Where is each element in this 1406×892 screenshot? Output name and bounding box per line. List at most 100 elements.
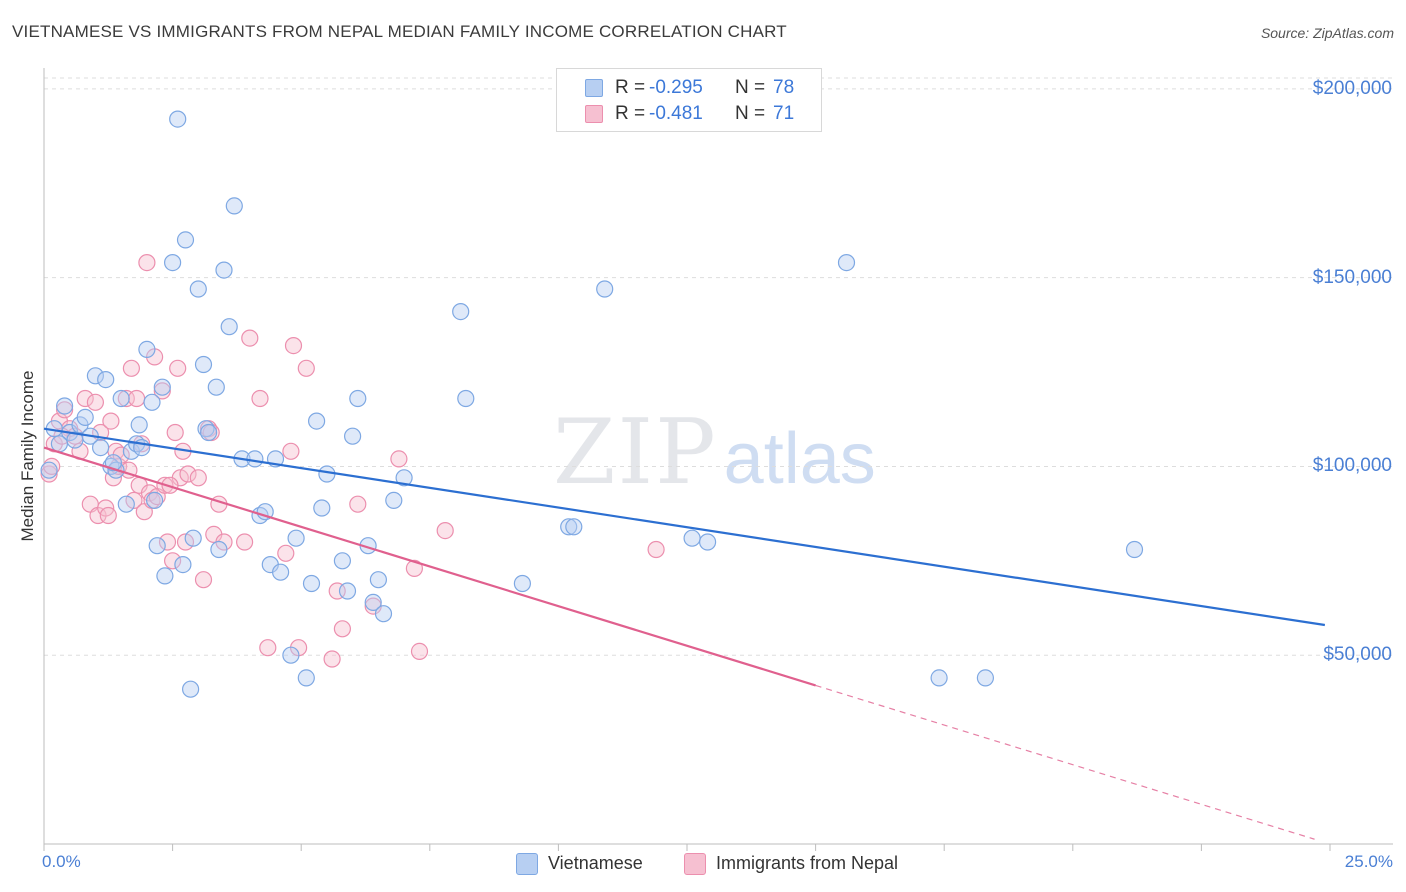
point-vietnamese — [40, 461, 58, 479]
stats-r-value: -0.481 — [649, 103, 703, 124]
y-tick-label: $150,000 — [1312, 266, 1392, 288]
point-nepal — [436, 521, 454, 540]
point-vietnamese — [452, 303, 470, 321]
point-vietnamese — [156, 567, 174, 585]
point-nepal — [76, 389, 94, 408]
point-vietnamese — [130, 416, 148, 434]
point-nepal — [410, 642, 429, 661]
point-nepal — [284, 337, 303, 355]
y-tick-label: $200,000 — [1312, 77, 1392, 99]
point-nepal — [153, 382, 171, 400]
legend: Vietnamese Immigrants from Nepal — [0, 852, 1406, 878]
grid-lines — [44, 77, 1393, 656]
point-nepal — [166, 423, 184, 442]
point-nepal — [86, 393, 105, 411]
point-nepal — [164, 552, 182, 570]
point-vietnamese — [344, 427, 362, 445]
point-vietnamese — [333, 552, 351, 570]
point-vietnamese — [683, 529, 701, 547]
point-vietnamese — [364, 593, 382, 612]
point-vietnamese — [174, 555, 192, 574]
point-vietnamese — [385, 491, 403, 509]
point-vietnamese — [930, 669, 948, 687]
point-vietnamese — [146, 491, 164, 509]
stats-n-label: N = — [735, 77, 766, 98]
point-nepal — [282, 442, 300, 460]
point-vietnamese — [189, 280, 207, 298]
point-vietnamese — [338, 582, 357, 600]
point-vietnamese — [138, 340, 156, 358]
trend-line-vietnamese — [43, 427, 1326, 627]
point-vietnamese — [184, 529, 202, 547]
x-tick-label-max: 25.0% — [1344, 852, 1393, 871]
point-vietnamese — [143, 393, 161, 411]
stats-n-value: 71 — [773, 103, 795, 124]
point-vietnamese — [50, 435, 69, 453]
point-vietnamese — [97, 371, 115, 389]
point-vietnamese — [457, 389, 475, 408]
point-vietnamese — [560, 518, 578, 536]
point-vietnamese — [256, 503, 274, 521]
point-nepal — [189, 469, 207, 487]
stats-n-label: N = — [735, 103, 766, 124]
legend-swatch-blue — [516, 853, 538, 875]
point-vietnamese — [1125, 540, 1144, 559]
point-nepal — [277, 544, 295, 562]
point-vietnamese — [596, 280, 614, 298]
point-vietnamese — [287, 529, 305, 547]
stats-swatch-pink — [585, 105, 603, 123]
point-vietnamese — [837, 254, 856, 272]
point-nepal — [179, 465, 197, 483]
point-vietnamese — [182, 680, 200, 698]
point-vietnamese — [308, 412, 326, 430]
point-nepal — [122, 359, 140, 377]
legend-label: Immigrants from Nepal — [716, 853, 899, 873]
trend-lines — [43, 427, 1326, 840]
point-vietnamese — [297, 669, 315, 687]
chart-source: Source: ZipAtlas.com — [1260, 25, 1394, 41]
point-nepal — [158, 533, 177, 551]
point-vietnamese — [225, 197, 243, 215]
y-axis-label: Median Family Income — [18, 370, 37, 542]
point-vietnamese — [112, 389, 130, 408]
stats-swatch-blue — [585, 79, 603, 97]
stats-row-nepal: R = -0.481 N = 71 — [557, 101, 821, 127]
point-nepal — [259, 639, 277, 657]
point-vietnamese — [55, 397, 74, 415]
point-vietnamese — [513, 574, 532, 593]
point-vietnamese — [302, 574, 321, 593]
point-vietnamese — [976, 669, 995, 687]
chart-title: VIETNAMESE VS IMMIGRANTS FROM NEPAL MEDI… — [12, 22, 787, 41]
point-vietnamese — [349, 389, 367, 408]
data-points — [40, 110, 1144, 698]
point-vietnamese — [148, 537, 166, 555]
point-vietnamese — [176, 231, 195, 249]
point-vietnamese — [698, 533, 717, 551]
point-nepal — [297, 359, 315, 377]
point-vietnamese — [282, 646, 300, 664]
point-nepal — [333, 620, 351, 638]
point-nepal — [169, 359, 187, 377]
point-nepal — [236, 533, 254, 551]
point-vietnamese — [565, 518, 583, 536]
point-nepal — [390, 450, 408, 468]
point-vietnamese — [200, 423, 218, 442]
point-vietnamese — [395, 469, 413, 487]
point-vietnamese — [164, 254, 182, 272]
point-vietnamese — [117, 495, 135, 513]
point-nepal — [251, 389, 269, 408]
stats-n-value: 78 — [773, 77, 795, 98]
y-tick-label: $100,000 — [1312, 455, 1392, 477]
point-nepal — [241, 329, 259, 347]
point-vietnamese — [272, 563, 290, 581]
stats-r-label: R = — [615, 103, 646, 124]
point-nepal — [405, 559, 423, 578]
x-tick-label-min: 0.0% — [42, 852, 81, 871]
point-nepal — [138, 254, 156, 272]
trend-line-nepal — [43, 446, 816, 687]
point-vietnamese — [215, 261, 233, 279]
point-vietnamese — [246, 450, 264, 468]
point-vietnamese — [169, 110, 187, 128]
point-vietnamese — [76, 408, 94, 426]
point-nepal — [99, 506, 117, 525]
